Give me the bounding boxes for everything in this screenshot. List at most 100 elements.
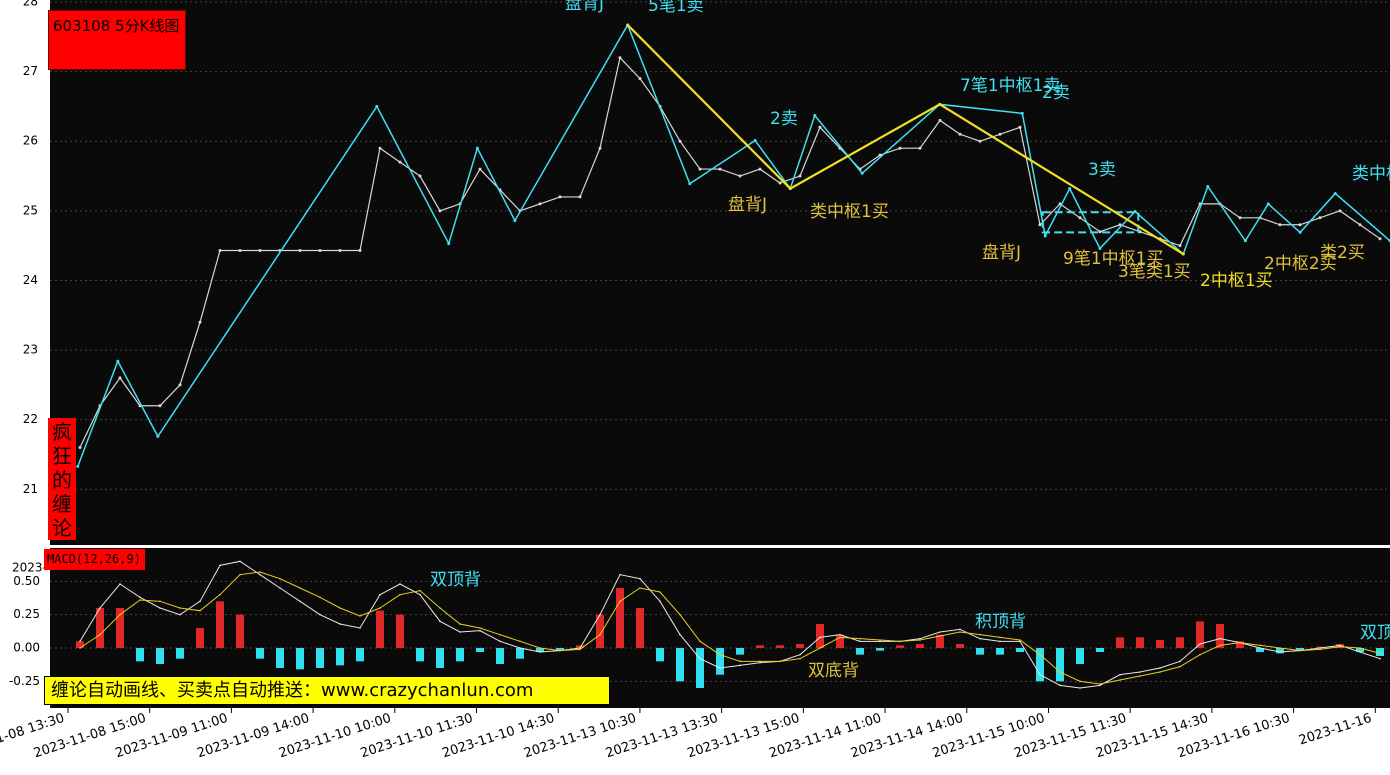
price-point [438,209,442,213]
segments-vertex [1181,252,1185,256]
side-label: 疯狂的缠论 [48,418,76,540]
y-tick-label: 25 [23,203,38,217]
macd-bar [756,645,764,648]
dea-point [919,639,921,641]
dif-point [639,577,641,580]
macd-bar [356,648,364,662]
dif-point [519,647,521,649]
price-point [378,146,382,150]
dea-point [719,653,721,656]
price-point [478,167,482,171]
dif-point [1219,637,1221,640]
price-point [158,404,162,408]
price-point [718,167,722,171]
dif-point [179,613,181,616]
dea-point [619,600,621,603]
annotation: 2卖 [770,109,798,129]
dif-point [219,564,221,567]
bi-vertex [76,464,80,468]
macd-bar [1136,637,1144,648]
macd-bar [176,648,184,659]
dea-point [399,593,401,596]
dif-point [119,583,121,585]
dea-point [1239,641,1241,644]
dea-point [799,657,801,660]
segment-line [626,24,1184,255]
bi-vertex [1133,210,1137,214]
macd-bar [1296,648,1304,651]
macd-bar [916,644,924,648]
macd-bar [1276,648,1284,654]
dea-point [179,607,181,609]
dif-point [459,631,461,633]
price-point [1358,223,1362,227]
price-plot [50,1,1390,490]
bi-vertex [156,434,160,438]
dea-point [559,649,561,652]
dif-point [79,640,81,643]
macd-plot [50,560,1390,689]
price-point [678,139,682,143]
dif-point [479,629,481,632]
bi-vertex [1206,184,1210,188]
dea-point [359,615,361,617]
macd-bar [316,648,324,668]
macd-bar [736,648,744,655]
macd-bar [596,614,604,648]
dif-point [99,607,101,609]
annotation: 盘背J [728,195,767,215]
dea-point [579,648,581,651]
y-tick-label: 21 [23,482,38,496]
dif-point [159,607,161,609]
price-point [118,376,122,380]
dea-point [699,640,701,643]
price-point [758,167,762,171]
dif-point [319,613,321,616]
dea-line [79,571,1381,685]
macd-bar [1176,637,1184,648]
macd-bar [336,648,344,666]
dif-point [1039,673,1041,676]
dea-point [899,640,901,643]
dea-point [199,609,201,612]
dea-point [939,635,941,637]
price-point [1018,125,1022,129]
macd-bar [96,608,104,648]
annotation: 3笔类1买 [1118,262,1191,282]
annotation: 类2买 [1320,243,1365,263]
dea-point [339,607,341,609]
macd-bar [1256,648,1264,652]
macd-bar [1356,648,1364,652]
dea-point [439,607,441,609]
bi-vertex [475,146,479,150]
price-point [298,249,302,253]
dea-point [1299,649,1301,652]
macd-bar [876,648,884,651]
dea-point [639,587,641,589]
dea-point [99,633,101,636]
annotation: 2中枢2买 [1264,254,1337,274]
price-point [938,118,942,122]
annotation: 积顶背 [975,612,1026,632]
price-point [778,181,782,185]
dea-point [679,613,681,616]
annotation: 双顶 [1360,623,1390,643]
macd-bar [236,614,244,648]
dif-line [79,560,1381,689]
macd-bar [1056,648,1064,682]
dea-point [219,593,221,596]
dif-point [759,661,761,664]
macd-bar [136,648,144,662]
bi-vertex [1068,187,1072,191]
dif-point [979,637,981,640]
macd-bar [76,641,84,648]
dea-point [1319,648,1321,651]
price-point [358,249,362,253]
dea-point [1099,683,1101,685]
bi-vertex [813,113,817,117]
dea-point [319,596,321,599]
dif-point [1339,644,1341,647]
macd-bar [996,648,1004,655]
